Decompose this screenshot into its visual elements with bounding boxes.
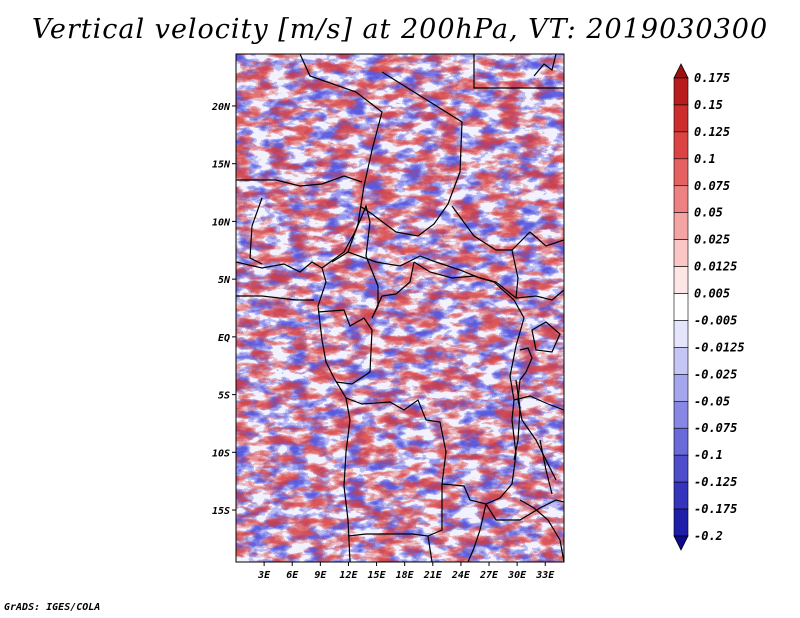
lake-tanganyika <box>513 379 521 461</box>
colorbar-segment <box>673 239 689 267</box>
lon-tick-label: 6E <box>286 570 299 581</box>
border-angola-zambia <box>366 484 443 537</box>
colorbar-level-label: -0.005 <box>694 313 737 327</box>
lon-tick-label: 33E <box>535 570 555 581</box>
border-east-africa <box>515 289 564 301</box>
border-zambia-south <box>427 535 433 562</box>
lat-tick-label: 10N <box>212 217 231 228</box>
lat-tick-label: 15N <box>212 160 231 171</box>
lon-tick-label: 21E <box>423 570 443 581</box>
colorbar-segment <box>673 104 689 133</box>
colorbar-level-label: -0.025 <box>694 367 737 381</box>
colorbar-top-triangle <box>673 63 689 79</box>
border-cameroon <box>321 204 379 319</box>
lon-tick-label: 9E <box>314 570 327 581</box>
border-drc-west <box>371 261 415 319</box>
lon-tick-label: 30E <box>507 570 527 581</box>
colorbar-segment <box>673 158 689 187</box>
coastline-west-africa <box>236 261 351 562</box>
country-borders <box>236 54 564 562</box>
colorbar-level-label: 0.15 <box>694 98 723 112</box>
colorbar-segment <box>673 293 689 321</box>
colorbar-level-label: -0.05 <box>694 394 730 408</box>
colorbar-segment <box>673 508 689 537</box>
lon-tick-label: 12E <box>339 570 358 581</box>
border-namibia <box>347 533 367 537</box>
colorbar-level-label: -0.0125 <box>694 340 745 354</box>
lat-tick-label: 15S <box>212 506 230 517</box>
colorbar-level-label: 0.05 <box>694 206 723 220</box>
longitude-axis: 3E 6E 9E 12E 15E 18E 21E 24E 27E 30E 33E <box>257 562 555 581</box>
border-lakes <box>517 347 557 481</box>
border-tanzania <box>513 395 564 411</box>
colorbar-segment <box>673 427 689 456</box>
colorbar-bottom-triangle <box>673 535 689 551</box>
ne-coast <box>533 54 557 77</box>
border-southern <box>467 503 487 562</box>
colorbar-level-label: -0.175 <box>694 502 737 516</box>
colorbar-level-label: 0.0125 <box>694 260 737 274</box>
colorbar-level-label: 0.175 <box>694 71 730 85</box>
colorbar-level-label: -0.125 <box>694 475 737 489</box>
map-frame <box>235 53 565 563</box>
border-bight <box>236 295 314 301</box>
lake-malawi <box>539 439 553 495</box>
border-gabon-congo <box>317 309 373 385</box>
colorbar-level-label: -0.2 <box>694 529 723 543</box>
plot-title: Vertical velocity [m/s] at 200hPa, VT: 2… <box>31 14 769 45</box>
border-south-sudan <box>451 205 519 299</box>
lon-tick-label: 24E <box>451 570 471 581</box>
lon-tick-label: 27E <box>479 570 499 581</box>
lat-tick-label: 5N <box>218 275 231 286</box>
lon-tick-label: 15E <box>368 570 387 581</box>
colorbar-segment <box>673 400 689 429</box>
lat-tick-label: 10S <box>212 448 230 459</box>
colorbar-level-label: 0.025 <box>694 233 730 247</box>
latitude-axis: 20N 15N 10N 5N EQ 5S 10S 15S <box>211 102 236 517</box>
border-chad-sudan <box>359 71 463 237</box>
colorbar-segment <box>673 131 689 160</box>
colorbar-segment <box>673 266 689 294</box>
colorbar-segment <box>673 185 689 214</box>
colorbar-level-label: 0.125 <box>694 125 730 139</box>
border-north-west <box>236 175 363 187</box>
grads-credit: GrADS: IGES/COLA <box>4 602 101 613</box>
colorbar: 0.175 0.15 0.125 0.1 0.075 0.05 0.025 0.0125 0.0… <box>673 63 745 551</box>
border-ethiopia <box>511 231 564 251</box>
colorbar-segment <box>673 374 689 402</box>
colorbar-segment <box>673 212 689 240</box>
border-niger-chad <box>299 54 383 263</box>
colorbar-segment <box>673 347 689 375</box>
lat-tick-label: EQ <box>218 333 230 344</box>
border-nigeria <box>249 197 263 265</box>
colorbar-level-label: -0.075 <box>694 421 737 435</box>
vertical-velocity-field <box>236 54 564 562</box>
colorbar-segment <box>673 320 689 348</box>
colorbar-segment <box>673 77 689 106</box>
lon-tick-label: 3E <box>257 570 271 581</box>
colorbar-segment <box>673 481 689 510</box>
lon-tick-label: 18E <box>396 570 415 581</box>
lake-victoria <box>531 321 561 353</box>
colorbar-level-label: -0.1 <box>694 448 723 462</box>
border-drc-north <box>413 261 525 401</box>
border-mozambique <box>519 499 564 562</box>
colorbar-level-label: 0.075 <box>694 179 730 193</box>
border-sudan-east <box>473 54 564 89</box>
colorbar-level-label: 0.005 <box>694 287 730 301</box>
lat-tick-label: 5S <box>218 391 230 402</box>
colorbar-segment <box>673 454 689 483</box>
lat-tick-label: 20N <box>211 102 231 113</box>
colorbar-level-label: 0.1 <box>694 152 716 166</box>
border-zimbabwe <box>485 499 564 521</box>
